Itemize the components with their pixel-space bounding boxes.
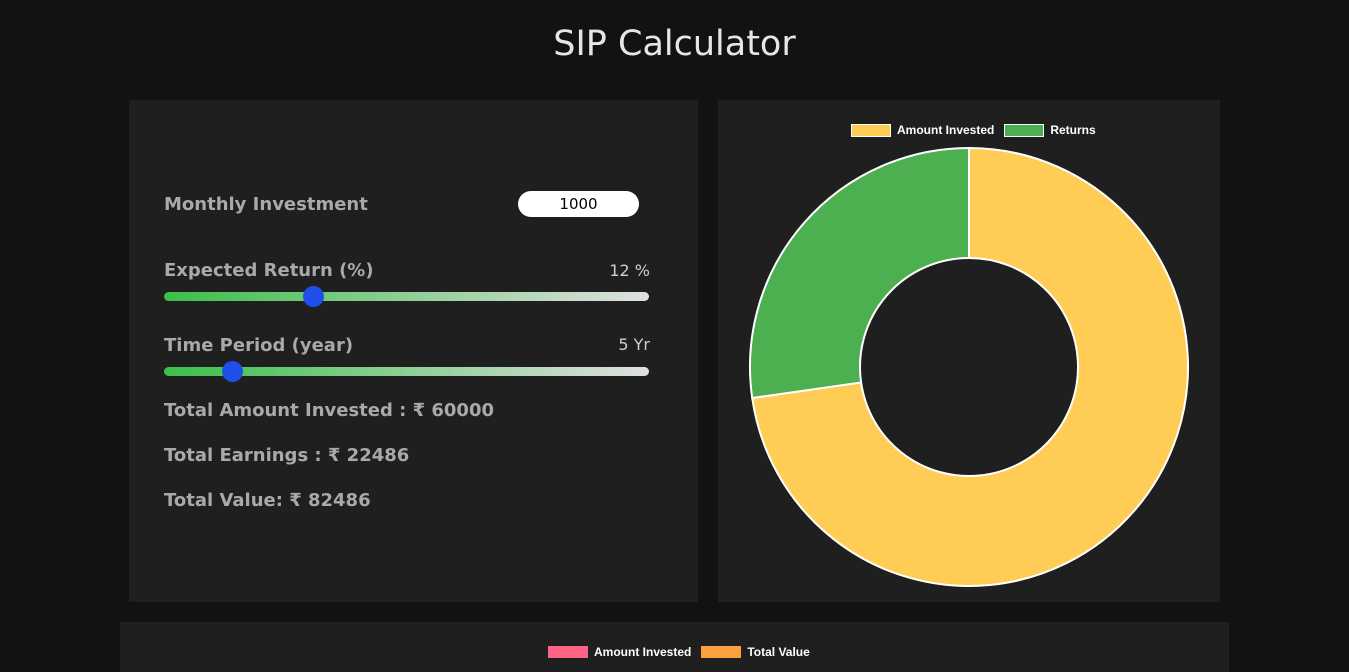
monthly-investment-label: Monthly Investment — [164, 194, 368, 215]
legend-swatch-amount-invested-bar — [548, 646, 588, 658]
legend-swatch-total-value-bar — [701, 646, 742, 658]
expected-return-slider-thumb[interactable] — [302, 286, 324, 307]
total-invested-text: Total Amount Invested : ₹ 60000 — [164, 400, 495, 421]
bar-chart-panel: Amount Invested Total Value — [120, 622, 1229, 672]
donut-legend: Amount Invested Returns — [851, 123, 1096, 137]
donut-slice-returns[interactable] — [749, 146, 970, 400]
time-period-value: 5 Yr — [618, 335, 650, 354]
legend-label-returns[interactable]: Returns — [1050, 123, 1096, 137]
monthly-investment-input[interactable] — [518, 191, 639, 217]
total-earnings-text: Total Earnings : ₹ 22486 — [164, 445, 410, 466]
time-period-label: Time Period (year) — [164, 335, 354, 356]
time-period-slider-thumb[interactable] — [221, 361, 243, 382]
legend-label-amount-invested-bar[interactable]: Amount Invested — [594, 645, 692, 659]
bar-legend: Amount Invested Total Value — [548, 645, 810, 659]
donut-chart — [749, 146, 1189, 587]
total-value-text: Total Value: ₹ 82486 — [164, 490, 371, 511]
legend-swatch-amount-invested — [851, 123, 891, 137]
expected-return-label: Expected Return (%) — [164, 260, 374, 281]
donut-slice-amount-invested[interactable] — [751, 146, 1189, 587]
calculator-form-panel: Monthly Investment Expected Return (%) 1… — [129, 100, 698, 602]
expected-return-value: 12 % — [609, 261, 650, 280]
legend-label-amount-invested[interactable]: Amount Invested — [897, 123, 995, 137]
legend-label-total-value-bar[interactable]: Total Value — [747, 645, 810, 659]
page-title: SIP Calculator — [553, 24, 796, 64]
expected-return-slider[interactable] — [164, 286, 649, 307]
legend-swatch-returns — [1004, 123, 1045, 137]
time-period-slider[interactable] — [164, 361, 649, 382]
donut-chart-panel: Amount Invested Returns — [718, 100, 1220, 602]
